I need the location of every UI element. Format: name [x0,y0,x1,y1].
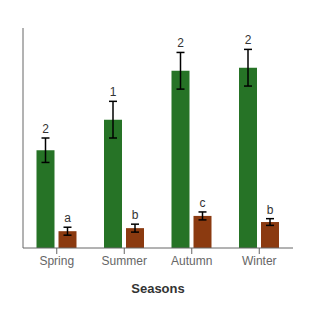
svg-text:b: b [267,203,274,217]
svg-text:2: 2 [42,122,49,136]
svg-text:a: a [64,211,71,225]
svg-text:b: b [132,208,139,222]
svg-text:Seasons: Seasons [131,281,184,296]
svg-text:2: 2 [245,33,252,47]
svg-text:2: 2 [177,36,184,50]
svg-text:Autumn: Autumn [171,254,212,268]
svg-text:Summer: Summer [102,254,147,268]
svg-text:1: 1 [110,85,117,99]
svg-text:c: c [200,196,206,210]
svg-text:Winter: Winter [242,254,277,268]
svg-text:Spring: Spring [39,254,74,268]
